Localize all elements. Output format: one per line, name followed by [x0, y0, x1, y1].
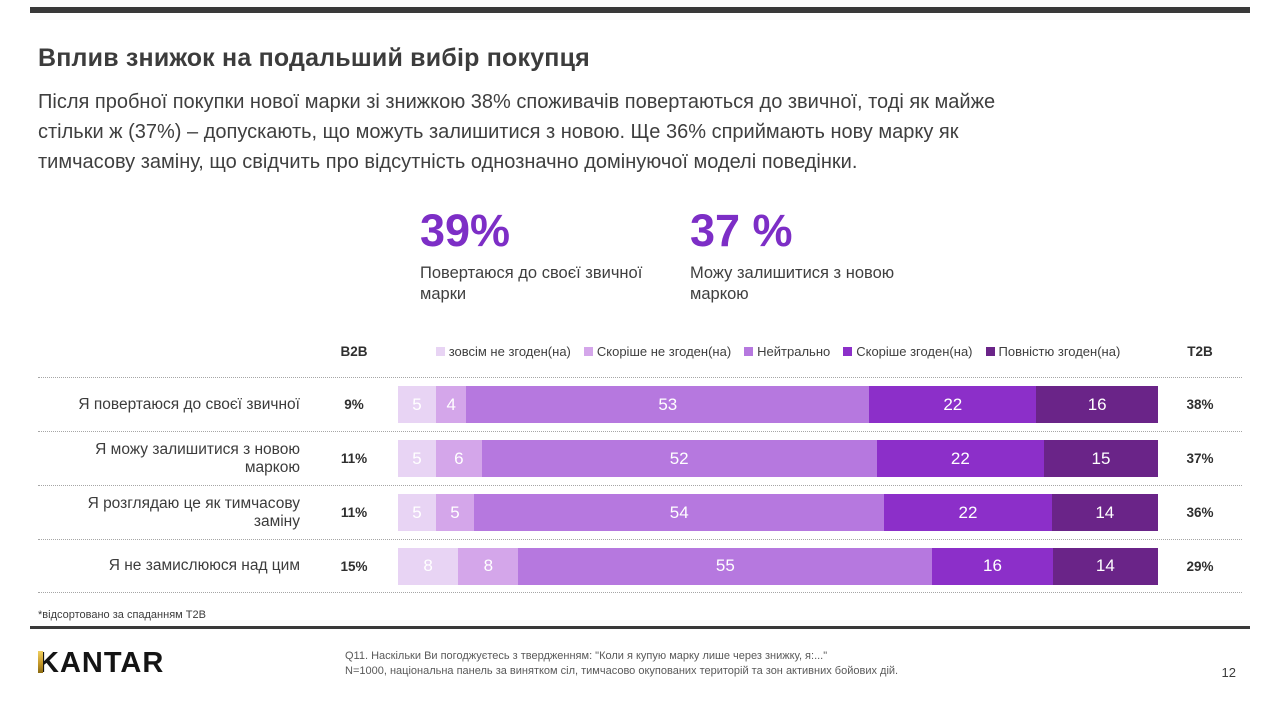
- legend-label: Нейтрально: [757, 343, 831, 359]
- intro-line: тимчасову заміну, що свідчить про відсут…: [38, 151, 858, 173]
- table-row: Я не замислююся над цим 15% 8 8 55 16 14…: [38, 539, 1242, 593]
- legend-item: Повністю згоден(на): [985, 343, 1121, 359]
- intro-line: стільки ж (37%) – допускають, що можуть …: [38, 121, 959, 143]
- row-label: Я можу залишитися з новою маркою: [95, 440, 300, 476]
- b2b-value: 9%: [344, 397, 364, 412]
- legend-swatch-icon: [985, 346, 995, 356]
- legend-item: Скоріше згоден(на): [843, 343, 973, 359]
- t2b-value: 37%: [1186, 451, 1214, 466]
- key-stats: 39% Повертаюся до своєї звичної марки 37…: [420, 207, 1242, 305]
- legend-label: Скоріше згоден(на): [856, 343, 973, 359]
- bar-segment: 14: [1051, 494, 1158, 531]
- kantar-gold-bar-icon: [38, 651, 43, 673]
- b2b-value: 15%: [340, 558, 368, 574]
- bar-segment: 6: [436, 440, 482, 477]
- sort-footnote: *відсортовано за спаданням T2B: [38, 609, 206, 621]
- bar-segment: 4: [436, 386, 467, 423]
- b2b-column-header: B2B: [340, 343, 368, 359]
- bar-segment: 22: [884, 494, 1052, 531]
- bar-segment: 5: [436, 494, 474, 531]
- b2b-value: 11%: [340, 451, 368, 466]
- slide-footer: KANTAR Q11. Наскільки Ви погоджуєтесь з …: [38, 639, 1242, 711]
- legend-item: Скоріше не згоден(на): [583, 343, 732, 359]
- bar-segment: 54: [474, 494, 885, 531]
- stacked-bar: 8 8 55 16 14: [398, 547, 1159, 585]
- kantar-logo-text: KANTAR: [38, 647, 165, 679]
- stat-value: 39%: [420, 205, 511, 256]
- table-row: Я повертаюся до своєї звичної 9% 5 4 53 …: [38, 377, 1242, 431]
- legend-label: Скоріше не згоден(на): [596, 343, 732, 359]
- legend-swatch-icon: [843, 346, 853, 356]
- bar-segment: 5: [398, 386, 436, 423]
- t2b-value: 38%: [1186, 397, 1214, 412]
- bar-segment: 5: [398, 494, 436, 531]
- row-label: Я не замислююся над цим: [108, 557, 300, 574]
- t2b-value: 36%: [1186, 505, 1214, 520]
- footnote-question: Q11. Наскільки Ви погоджуєтесь з твердже…: [345, 650, 828, 662]
- stat-caption: Можу залишитися з новою маркою: [690, 264, 895, 303]
- chart-legend: зовсім не згоден(на) Скоріше не згоден(н…: [398, 344, 1158, 359]
- kantar-logo: KANTAR: [38, 647, 164, 680]
- bar-segment: 22: [876, 440, 1044, 477]
- legend-item: Нейтрально: [744, 344, 830, 359]
- bar-segment: 5: [398, 440, 436, 477]
- legend-label: Повністю згоден(на): [998, 343, 1121, 359]
- stacked-bar: 5 4 53 22 16: [398, 386, 1158, 423]
- table-row: Я можу залишитися з новою маркою 11% 5 6…: [38, 431, 1242, 485]
- legend-item: зовсім не згоден(на): [435, 343, 571, 359]
- intro-paragraph: Після пробної покупки нової марки зі зни…: [38, 87, 1242, 177]
- b2b-value: 11%: [340, 505, 368, 520]
- legend-swatch-icon: [583, 346, 593, 356]
- top-accent-bar: [30, 7, 1250, 13]
- t2b-value: 29%: [1186, 558, 1214, 574]
- bar-segment: 53: [466, 386, 870, 423]
- bar-segment: 15: [1043, 440, 1158, 477]
- table-row: Я розглядаю це як тимчасову заміну 11% 5…: [38, 485, 1242, 539]
- footnote-sample: N=1000, національна панель за винятком с…: [345, 665, 899, 677]
- stacked-bar: 5 6 52 22 15: [398, 440, 1158, 477]
- stacked-bar: 5 5 54 22 14: [398, 494, 1158, 531]
- stacked-bar-chart: B2B зовсім не згоден(на) Скоріше не згод…: [38, 339, 1242, 593]
- footer-divider-line: [30, 626, 1250, 629]
- bar-segment: 22: [869, 386, 1037, 423]
- intro-line: Після пробної покупки нової марки зі зни…: [38, 91, 996, 113]
- stat-block-return: 39% Повертаюся до своєї звичної марки: [420, 207, 690, 305]
- row-label: Я розглядаю це як тимчасову заміну: [87, 494, 300, 530]
- row-label: Я повертаюся до своєї звичної: [78, 395, 300, 413]
- bar-segment: 8: [398, 547, 459, 585]
- bar-segment: 8: [458, 547, 519, 585]
- stat-block-stay: 37 % Можу залишитися з новою маркою: [690, 207, 960, 305]
- chart-rows: Я повертаюся до своєї звичної 9% 5 4 53 …: [38, 377, 1242, 593]
- stat-caption: Повертаюся до своєї звичної марки: [420, 264, 643, 303]
- bar-segment: 16: [932, 547, 1053, 585]
- bar-segment: 55: [518, 547, 933, 585]
- legend-swatch-icon: [744, 346, 754, 356]
- chart-header-row: B2B зовсім не згоден(на) Скоріше не згод…: [38, 339, 1242, 363]
- stat-value: 37 %: [690, 205, 793, 256]
- bar-segment: 16: [1036, 386, 1158, 423]
- legend-swatch-icon: [435, 346, 445, 356]
- page-number: 12: [1221, 665, 1236, 680]
- legend-label: зовсім не згоден(на): [448, 343, 571, 359]
- survey-footnote: Q11. Наскільки Ви погоджуєтесь з твердже…: [345, 649, 898, 679]
- page-title: Вплив знижок на подальший вибір покупця: [38, 44, 590, 72]
- bar-segment: 14: [1052, 547, 1159, 585]
- t2b-column-header: T2B: [1187, 343, 1213, 359]
- bar-segment: 52: [481, 440, 877, 477]
